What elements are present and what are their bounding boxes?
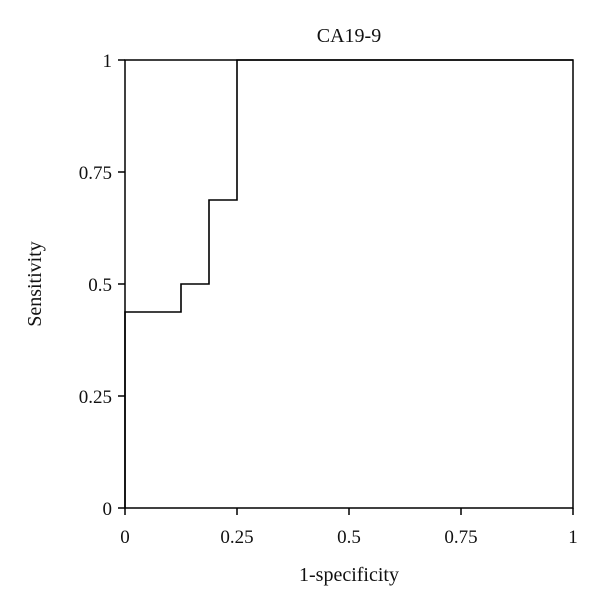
y-axis-title: Sensitivity bbox=[24, 241, 46, 327]
x-tick-label: 0.25 bbox=[220, 527, 253, 548]
x-tick-label: 0.5 bbox=[337, 527, 361, 548]
y-tick-label: 0.25 bbox=[79, 387, 112, 408]
y-tick-label: 1 bbox=[103, 51, 113, 72]
x-tick-label: 1 bbox=[568, 527, 578, 548]
x-tick-label: 0.75 bbox=[444, 527, 477, 548]
roc-curve-line bbox=[124, 59, 573, 508]
y-axis-tick-labels: 0 0.25 0.5 0.75 1 bbox=[79, 51, 112, 520]
y-axis-ticks bbox=[118, 59, 125, 509]
x-axis-tick-labels: 0 0.25 0.5 0.75 1 bbox=[120, 527, 578, 548]
x-axis-ticks bbox=[124, 508, 574, 515]
y-tick-label: 0 bbox=[103, 499, 113, 520]
y-tick-label: 0.75 bbox=[79, 163, 112, 184]
y-tick-label: 0.5 bbox=[88, 275, 112, 296]
chart-title: CA19-9 bbox=[317, 25, 381, 47]
x-tick-label: 0 bbox=[120, 527, 130, 548]
x-axis-title: 1-specificity bbox=[299, 564, 399, 586]
